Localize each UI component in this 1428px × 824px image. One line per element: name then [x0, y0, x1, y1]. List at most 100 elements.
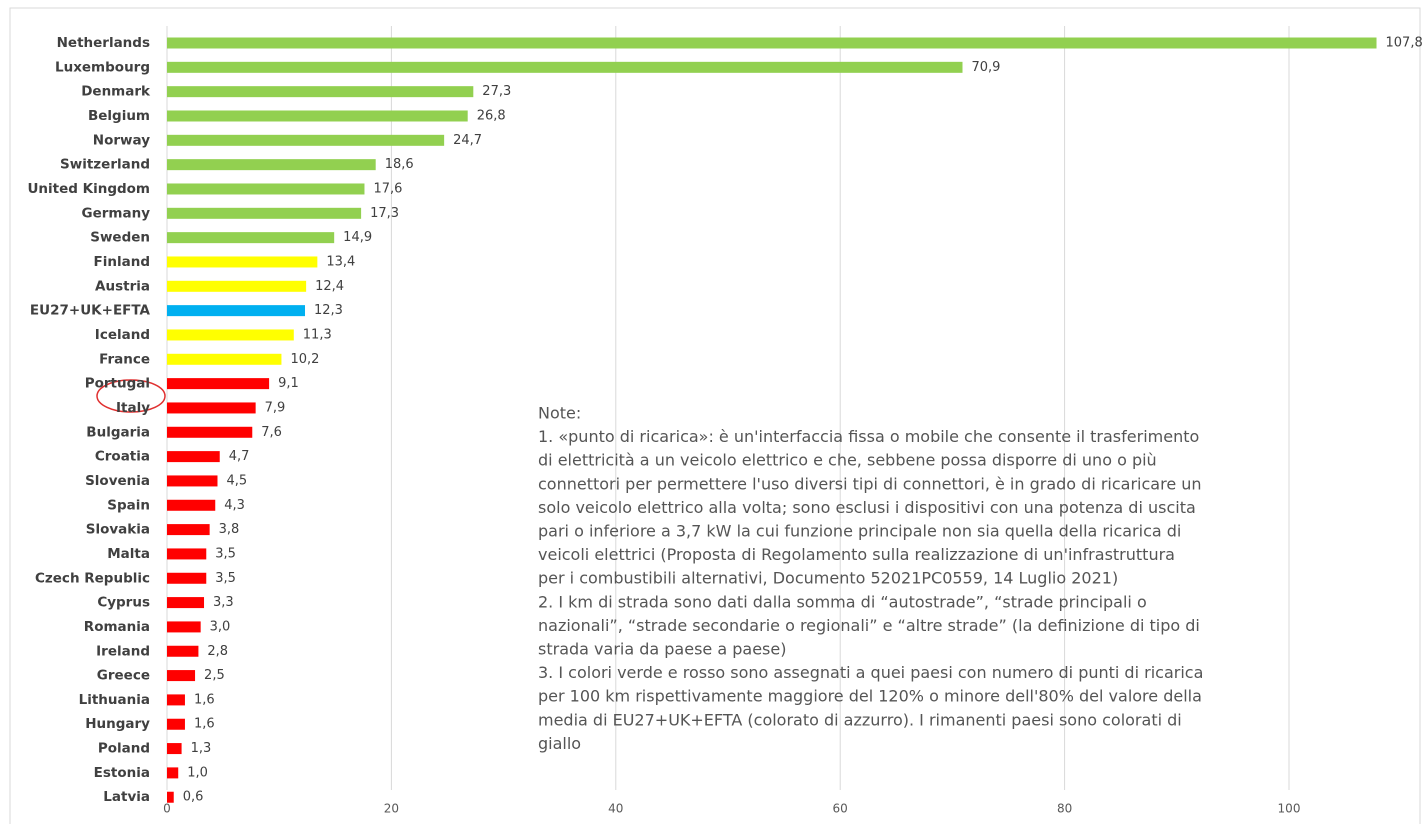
- value-label: 10,2: [290, 352, 319, 367]
- value-label: 3,3: [213, 595, 234, 610]
- note-line: nazionali”, “strade secondarie o regiona…: [538, 616, 1200, 635]
- x-tick-label: 0: [163, 802, 171, 816]
- bar: [167, 791, 174, 803]
- category-label: Netherlands: [57, 35, 150, 51]
- category-label: Latvia: [103, 789, 150, 805]
- value-label: 12,3: [314, 303, 343, 318]
- value-label: 7,6: [261, 425, 282, 440]
- category-label: EU27+UK+EFTA: [30, 303, 151, 319]
- bar: [167, 61, 963, 73]
- value-label: 0,6: [183, 790, 204, 805]
- bar: [167, 134, 445, 146]
- bar: [167, 256, 318, 268]
- bar: [167, 670, 196, 682]
- value-label: 3,5: [215, 571, 236, 586]
- value-label: 4,7: [229, 449, 250, 464]
- category-label: Czech Republic: [35, 570, 150, 586]
- value-label: 27,3: [482, 84, 511, 99]
- category-label: Croatia: [95, 449, 150, 465]
- bar: [167, 694, 185, 706]
- value-label: 26,8: [477, 108, 506, 123]
- bar: [167, 402, 256, 414]
- note-line: di elettricità a un veicolo elettrico e …: [538, 451, 1157, 470]
- value-label: 2,8: [207, 644, 228, 659]
- category-label: Lithuania: [79, 692, 150, 708]
- value-label: 2,5: [204, 668, 225, 683]
- bar: [167, 207, 362, 219]
- category-label: Finland: [94, 254, 150, 270]
- category-label: Greece: [97, 668, 150, 684]
- bar: [167, 329, 294, 341]
- bar: [167, 645, 199, 657]
- category-label: Malta: [107, 546, 150, 562]
- bar: [167, 767, 179, 779]
- category-label: Germany: [82, 205, 151, 221]
- note-line: 2. I km di strada sono dati dalla somma …: [538, 592, 1147, 611]
- category-label: France: [99, 351, 150, 367]
- bar: [167, 718, 185, 730]
- bar: [167, 183, 365, 195]
- value-label: 14,9: [343, 230, 372, 245]
- note-line: giallo: [538, 734, 581, 753]
- bar: [167, 621, 201, 633]
- note-line: per 100 km rispettivamente maggiore del …: [538, 687, 1202, 706]
- bar: [167, 426, 253, 438]
- value-label: 4,5: [226, 473, 247, 488]
- bar: [167, 110, 468, 122]
- value-label: 24,7: [453, 133, 482, 148]
- value-label: 4,3: [224, 498, 245, 513]
- bar: [167, 37, 1377, 49]
- category-label: Norway: [93, 132, 150, 148]
- category-label: Hungary: [85, 716, 150, 732]
- value-label: 9,1: [278, 376, 299, 391]
- bar: [167, 280, 307, 292]
- chart-frame: [9, 7, 1421, 824]
- category-label: Slovenia: [85, 473, 150, 489]
- bar: [167, 353, 282, 365]
- note-line: per i combustibili alternativi, Document…: [538, 569, 1118, 588]
- note-line: 1. «punto di ricarica»: è un'interfaccia…: [538, 427, 1199, 446]
- bar: [167, 743, 182, 755]
- value-label: 3,0: [210, 619, 231, 634]
- note-line: veicoli elettrici (Proposta di Regolamen…: [538, 545, 1175, 564]
- value-label: 1,3: [191, 741, 212, 756]
- category-label: Sweden: [90, 230, 150, 246]
- bar: [167, 499, 216, 511]
- value-label: 13,4: [326, 254, 355, 269]
- value-label: 70,9: [971, 60, 1000, 75]
- bar: [167, 572, 207, 584]
- value-label: 1,6: [194, 692, 215, 707]
- category-label: Luxembourg: [55, 59, 150, 75]
- category-label: Spain: [107, 497, 150, 513]
- category-label: Cyprus: [97, 595, 150, 611]
- category-label: Italy: [116, 400, 150, 416]
- category-label: Bulgaria: [86, 424, 150, 440]
- bar: [167, 378, 270, 390]
- value-label: 12,4: [315, 279, 344, 294]
- value-label: 3,8: [219, 522, 240, 537]
- x-tick-label: 100: [1278, 802, 1301, 816]
- x-tick-label: 40: [608, 802, 623, 816]
- category-label: Slovakia: [86, 522, 150, 538]
- bar: [167, 232, 335, 244]
- x-tick-label: 60: [833, 802, 848, 816]
- value-label: 3,5: [215, 546, 236, 561]
- bar: [167, 597, 205, 609]
- value-label: 1,0: [187, 765, 208, 780]
- x-tick-label: 20: [384, 802, 399, 816]
- value-label: 1,6: [194, 717, 215, 732]
- category-label: Switzerland: [60, 157, 150, 173]
- note-line: strada varia da paese a paese): [538, 640, 786, 659]
- value-label: 107,8: [1386, 36, 1423, 51]
- note-line: connettori per permettere l'uso diversi …: [538, 474, 1202, 493]
- value-label: 18,6: [385, 157, 414, 172]
- x-tick-label: 80: [1057, 802, 1072, 816]
- category-label: Poland: [98, 741, 150, 757]
- category-label: Estonia: [94, 765, 150, 781]
- note-line: pari o inferiore a 3,7 kW la cui funzion…: [538, 522, 1181, 541]
- value-label: 11,3: [303, 327, 332, 342]
- note-line: 3. I colori verde e rosso sono assegnati…: [538, 663, 1203, 682]
- bar: [167, 305, 306, 317]
- bar: [167, 451, 220, 463]
